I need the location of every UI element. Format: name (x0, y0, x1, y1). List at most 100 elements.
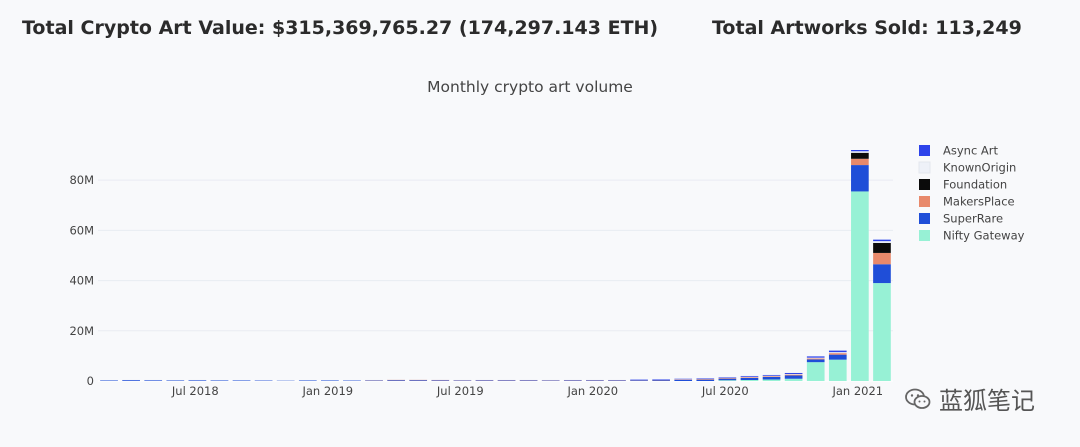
bar-segment[interactable] (122, 379, 140, 381)
bar-segment[interactable] (806, 362, 825, 381)
bar-segment[interactable] (851, 151, 869, 153)
legend[interactable]: Async Art KnownOrigin Foundation MakersPlac… (918, 144, 1025, 243)
legend-item[interactable]: Foundation (919, 178, 1007, 192)
bar-segment[interactable] (519, 380, 538, 381)
bar-segment[interactable] (784, 372, 803, 374)
bar-segment[interactable] (586, 380, 604, 381)
bar-segment[interactable] (431, 380, 450, 381)
bar-segment[interactable] (475, 380, 494, 381)
bar-segment[interactable] (188, 379, 207, 381)
bar-segment[interactable] (828, 350, 847, 353)
bar-segment[interactable] (321, 380, 339, 381)
bar-segment[interactable] (210, 380, 229, 381)
bar-segment[interactable] (740, 376, 759, 378)
legend-item[interactable]: KnownOrigin (918, 161, 1016, 175)
bar-segment[interactable] (873, 264, 891, 284)
bar-segment[interactable] (276, 380, 295, 381)
bar-segment[interactable] (100, 380, 118, 381)
bar-segment[interactable] (740, 377, 759, 380)
bar-segment[interactable] (828, 352, 847, 354)
bar-segment[interactable] (166, 380, 185, 381)
bar-segment[interactable] (828, 354, 847, 360)
bar-segment[interactable] (873, 252, 891, 265)
legend-item[interactable]: Nifty Gateway (919, 229, 1025, 243)
bar-segment[interactable] (762, 374, 781, 376)
bar-segment[interactable] (586, 380, 604, 381)
bar-segment[interactable] (453, 380, 472, 381)
bar-segment[interactable] (828, 359, 847, 381)
bar-segment[interactable] (100, 380, 118, 381)
bar-segment[interactable] (652, 380, 670, 381)
bar-segment[interactable] (851, 152, 869, 159)
bar-segment[interactable] (365, 380, 383, 381)
bar-segment[interactable] (806, 357, 825, 359)
bar-segment[interactable] (851, 158, 869, 166)
bar-segment[interactable] (851, 191, 869, 381)
bar-segment[interactable] (784, 373, 803, 375)
bar-segment[interactable] (718, 377, 737, 379)
bar-segment[interactable] (873, 239, 891, 242)
bar-segment[interactable] (497, 379, 516, 381)
bar-segment[interactable] (718, 380, 737, 381)
bar-segment[interactable] (563, 379, 582, 381)
bar-segment[interactable] (630, 380, 648, 381)
bar-segment[interactable] (608, 379, 626, 381)
bar-segment[interactable] (806, 358, 825, 360)
legend-item[interactable]: Async Art (919, 144, 999, 158)
bar-segment[interactable] (541, 379, 560, 381)
bar-segment[interactable] (563, 380, 582, 381)
bar-segment[interactable] (630, 379, 648, 381)
bar-segment[interactable] (409, 380, 428, 381)
bar-segment[interactable] (409, 379, 428, 380)
bar-segment[interactable] (232, 380, 251, 381)
bar-segment[interactable] (232, 380, 251, 381)
bar-segment[interactable] (828, 353, 847, 355)
bar-segment[interactable] (144, 379, 163, 381)
bar-segment[interactable] (674, 379, 693, 381)
bar-segment[interactable] (762, 379, 781, 381)
bar-segment[interactable] (497, 380, 516, 381)
bar-segment[interactable] (475, 380, 494, 381)
bar-segment[interactable] (365, 379, 383, 381)
bar-segment[interactable] (144, 380, 163, 381)
bar-segment[interactable] (431, 379, 450, 381)
bar-segment[interactable] (497, 380, 516, 381)
legend-item[interactable]: MakersPlace (919, 195, 1015, 209)
bar-segment[interactable] (409, 379, 428, 381)
bar-segment[interactable] (475, 379, 494, 381)
bar-segment[interactable] (718, 378, 737, 381)
bar-segment[interactable] (740, 380, 759, 381)
bar-segment[interactable] (254, 380, 273, 381)
bar-segment[interactable] (851, 150, 869, 152)
bar-segment[interactable] (519, 379, 538, 381)
bar-segment[interactable] (166, 380, 185, 381)
bar-segment[interactable] (321, 380, 339, 381)
bar-segment[interactable] (298, 380, 317, 381)
bar-segment[interactable] (343, 380, 361, 381)
bar-segment[interactable] (519, 380, 538, 381)
bar-segment[interactable] (608, 380, 626, 381)
bar-segment[interactable] (541, 380, 560, 381)
legend-item[interactable]: SuperRare (919, 212, 1003, 226)
bar-segment[interactable] (806, 356, 825, 358)
bar-segment[interactable] (762, 376, 781, 377)
bar-segment[interactable] (806, 359, 825, 363)
bar-segment[interactable] (630, 380, 648, 381)
bar-segment[interactable] (784, 374, 803, 376)
bar-segment[interactable] (122, 380, 140, 381)
bar-segment[interactable] (873, 283, 891, 381)
bar-segment[interactable] (188, 380, 207, 381)
bar-segment[interactable] (652, 379, 670, 380)
bar-segment[interactable] (718, 377, 737, 378)
bar-segment[interactable] (696, 378, 715, 379)
bar-segment[interactable] (873, 242, 891, 253)
bar-segment[interactable] (343, 380, 361, 381)
bar-segment[interactable] (784, 378, 803, 381)
bar-segment[interactable] (784, 375, 803, 379)
bar-segment[interactable] (298, 380, 317, 381)
bar-segment[interactable] (696, 379, 715, 381)
bar-segment[interactable] (387, 379, 405, 380)
bar-segment[interactable] (387, 379, 405, 381)
bar-segment[interactable] (608, 380, 626, 381)
bar-segment[interactable] (674, 378, 693, 380)
